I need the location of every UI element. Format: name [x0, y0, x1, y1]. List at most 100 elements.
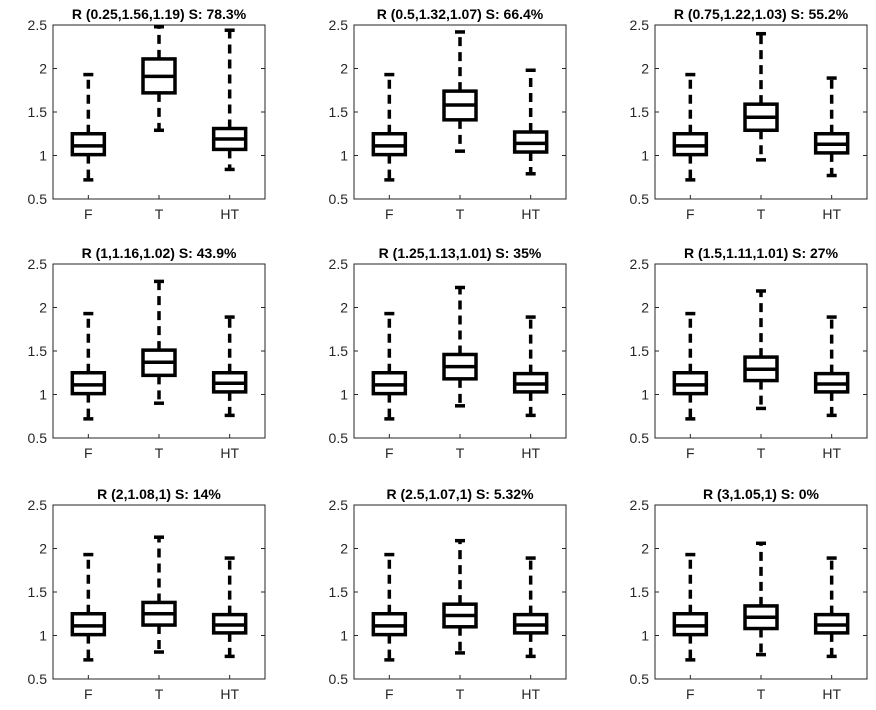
y-tick-label: 1.5 [329, 104, 349, 120]
box-f [672, 311, 709, 421]
subplot-5: R (1.25,1.13,1.01) S: 35% 0.5 1 1.5 2 2.5 F T HT [329, 245, 567, 461]
y-tick-label: 0.5 [28, 430, 48, 446]
subplot-9: R (3,1.05,1) S: 0% 0.5 1 1.5 2 2.5 F T HT [630, 486, 868, 702]
x-tick-label: F [385, 445, 394, 461]
subplot-title: R (1,1.16,1.02) S: 43.9% [82, 245, 237, 261]
x-tick-label: HT [521, 206, 540, 222]
x-tick-label: T [757, 206, 766, 222]
y-tick-label: 1 [39, 387, 47, 403]
x-tick-label: HT [220, 445, 239, 461]
box-f [371, 552, 408, 662]
y-tick-label: 1 [39, 628, 47, 644]
box-t [442, 285, 478, 408]
x-tick-label: F [84, 686, 93, 702]
x-tick-label: HT [521, 686, 540, 702]
y-tick-label: 1 [641, 148, 649, 164]
box-ht [512, 556, 549, 659]
y-tick-label: 2.5 [28, 256, 48, 272]
box-f [70, 311, 107, 421]
box-ht [512, 68, 549, 176]
y-tick-label: 1.5 [630, 104, 650, 120]
y-tick-label: 1.5 [28, 343, 48, 359]
box-ht [512, 315, 549, 418]
y-tick-label: 1.5 [630, 584, 650, 600]
y-tick-label: 2.5 [329, 256, 349, 272]
box-f [70, 552, 107, 662]
x-tick-label: F [84, 445, 93, 461]
x-tick-label: T [757, 686, 766, 702]
y-tick-label: 1.5 [329, 343, 349, 359]
box-t [141, 535, 177, 654]
subplot-3: R (0.75,1.22,1.03) S: 55.2% 0.5 1 1.5 2 2.5 F T… [630, 6, 868, 222]
y-tick-label: 1 [39, 148, 47, 164]
x-tick-label: T [155, 445, 164, 461]
y-tick-label: 2 [39, 61, 47, 77]
x-tick-label: F [385, 686, 394, 702]
subplot-title: R (0.5,1.32,1.07) S: 66.4% [377, 6, 544, 22]
x-tick-label: T [456, 686, 465, 702]
y-tick-label: 2.5 [630, 256, 650, 272]
x-tick-label: F [686, 445, 695, 461]
y-tick-label: 2 [641, 61, 649, 77]
subplot-title: R (3,1.05,1) S: 0% [703, 486, 819, 502]
subplot-6: R (1.5,1.11,1.01) S: 27% 0.5 1 1.5 2 2.5 F T HT [630, 245, 868, 461]
y-tick-label: 0.5 [329, 671, 349, 687]
subplot-8: R (2.5,1.07,1) S: 5.32% 0.5 1 1.5 2 2.5 F T HT [329, 486, 567, 702]
y-tick-label: 2 [641, 300, 649, 316]
y-tick-label: 2.5 [28, 17, 48, 33]
x-tick-label: HT [822, 445, 841, 461]
y-tick-label: 1 [641, 387, 649, 403]
y-tick-label: 0.5 [28, 191, 48, 207]
y-tick-label: 0.5 [630, 671, 650, 687]
x-tick-label: T [155, 686, 164, 702]
subplot-title: R (1.25,1.13,1.01) S: 35% [379, 245, 542, 261]
subplot-4: R (1,1.16,1.02) S: 43.9% 0.5 1 1.5 2 2.5 F T HT [28, 245, 266, 461]
y-tick-label: 2 [641, 541, 649, 557]
box-t [743, 289, 779, 411]
y-tick-label: 2 [340, 61, 348, 77]
box-ht [813, 556, 850, 659]
box-ht [813, 315, 850, 418]
box-ht [813, 76, 850, 178]
x-tick-label: HT [822, 686, 841, 702]
box-t [141, 279, 177, 405]
subplot-title: R (1.5,1.11,1.01) S: 27% [684, 245, 839, 261]
x-tick-label: HT [521, 445, 540, 461]
y-tick-label: 1 [340, 387, 348, 403]
x-tick-label: HT [220, 206, 239, 222]
y-tick-label: 1.5 [329, 584, 349, 600]
subplot-7: R (2,1.08,1) S: 14% 0.5 1 1.5 2 2.5 F T HT [28, 486, 266, 702]
x-tick-label: T [155, 206, 164, 222]
subplot-title: R (0.25,1.56,1.19) S: 78.3% [72, 6, 247, 22]
y-tick-label: 1.5 [630, 343, 650, 359]
y-tick-label: 2.5 [329, 17, 349, 33]
y-tick-label: 0.5 [329, 430, 349, 446]
subplot-2: R (0.5,1.32,1.07) S: 66.4% 0.5 1 1.5 2 2.5 F T H… [329, 6, 567, 222]
y-tick-label: 0.5 [630, 430, 650, 446]
y-tick-label: 2 [340, 541, 348, 557]
y-tick-label: 2.5 [329, 497, 349, 513]
subplot-title: R (2.5,1.07,1) S: 5.32% [386, 486, 534, 502]
y-tick-label: 0.5 [28, 671, 48, 687]
box-t [743, 31, 779, 162]
x-tick-label: F [385, 206, 394, 222]
y-tick-label: 1 [340, 148, 348, 164]
y-tick-label: 2.5 [630, 17, 650, 33]
y-tick-label: 1.5 [28, 104, 48, 120]
x-tick-label: F [686, 206, 695, 222]
box-f [672, 72, 709, 182]
y-tick-label: 2 [39, 541, 47, 557]
x-tick-label: HT [220, 686, 239, 702]
x-tick-label: T [456, 445, 465, 461]
box-f [371, 72, 408, 182]
y-tick-label: 1 [641, 628, 649, 644]
y-tick-label: 2.5 [28, 497, 48, 513]
x-tick-label: T [456, 206, 465, 222]
y-tick-label: 0.5 [630, 191, 650, 207]
box-ht [211, 315, 248, 418]
box-f [672, 552, 709, 662]
y-tick-label: 2 [39, 300, 47, 316]
y-tick-label: 1.5 [28, 584, 48, 600]
x-tick-label: HT [822, 206, 841, 222]
